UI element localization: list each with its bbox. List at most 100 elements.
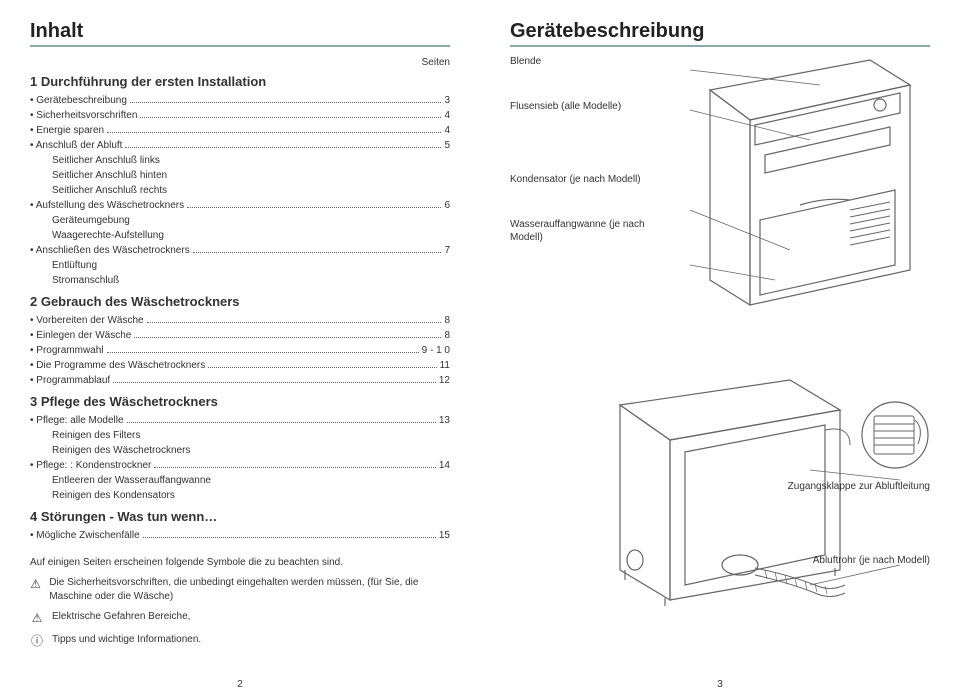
toc-dots [130,95,442,103]
toc-line: Die Programme des Wäschetrockners 11 [30,358,450,373]
symbol-row: ⚠ Elektrische Gefahren Bereiche, [30,610,450,627]
toc-label: Die Programme des Wäschetrockners [30,358,205,373]
symbol-icon: ⚠ [30,610,44,627]
toc-page: 11 [440,358,450,373]
toc-dots [113,375,436,383]
symbol-text: Tipps und wichtige Informationen. [52,633,201,647]
toc-section-heading: 1 Durchführung der ersten Installation [30,74,450,89]
symbol-icon: ⚠ [30,576,41,593]
labels-left-column: Blende Flusensieb (alle Modelle) Kondens… [510,55,680,276]
toc-sub: Waagerechte-Aufstellung [30,228,450,243]
toc-sub: Geräteumgebung [30,213,450,228]
toc-dots [193,245,442,253]
table-of-contents: 1 Durchführung der ersten Installation Ge… [30,74,450,543]
symbol-text: Elektrische Gefahren Bereiche, [52,610,190,624]
toc-sub: Stromanschluß [30,273,450,288]
toc-page: 7 [444,243,450,258]
rule-left [30,45,450,47]
label-kondensator: Kondensator (je nach Modell) [510,173,680,186]
rule-right [510,45,930,47]
toc-line: Pflege: alle Modelle 13 [30,413,450,428]
seiten-label: Seiten [30,57,450,68]
toc-line: Pflege: : Kondenstrockner 14 [30,458,450,473]
label-wasserauffangwanne: Wasserauffangwanne (je nach Modell) [510,218,680,244]
label-flusensieb: Flusensieb (alle Modelle) [510,100,680,113]
toc-dots [127,415,436,423]
toc-page: 14 [439,458,450,473]
toc-label: Sicherheitsvorschriften [30,108,137,123]
toc-sub: Seitlicher Anschluß hinten [30,168,450,183]
detail-circle-illustration [860,400,930,470]
toc-page: 4 [444,123,450,138]
toc-dots [147,315,442,323]
toc-label: Pflege: alle Modelle [30,413,124,428]
toc-section-heading: 2 Gebrauch des Wäschetrockners [30,294,450,309]
label-abluftrohr: Abluftrohr (je nach Modell) [813,555,930,566]
toc-label: Programmwahl [30,343,104,358]
toc-line: Anschluß der Abluft 5 [30,138,450,153]
toc-line: Vorbereiten der Wäsche 8 [30,313,450,328]
toc-dots [143,530,436,538]
toc-page: 9 - 1 0 [422,343,450,358]
dryer-top-illustration [700,50,920,310]
toc-label: Einlegen der Wäsche [30,328,131,343]
symbol-icon: ⓘ [30,633,44,650]
page-left: Inhalt Seiten 1 Durchführung der ersten … [0,0,480,698]
symbol-note: Auf einigen Seiten erscheinen folgende S… [30,555,450,570]
toc-page: 6 [444,198,450,213]
toc-sub: Entleeren der Wasserauffangwanne [30,473,450,488]
toc-line: Aufstellung des Wäschetrockners 6 [30,198,450,213]
toc-label: Anschließen des Wäschetrockners [30,243,190,258]
toc-page: 4 [444,108,450,123]
symbol-row: ⓘ Tipps und wichtige Informationen. [30,633,450,650]
title-left: Inhalt [30,20,450,43]
toc-page: 12 [439,373,450,388]
toc-line: Anschließen des Wäschetrockners 7 [30,243,450,258]
toc-sub: Entlüftung [30,258,450,273]
toc-line: Mögliche Zwischenfälle 15 [30,528,450,543]
toc-section-heading: 4 Störungen - Was tun wenn… [30,509,450,524]
toc-label: Pflege: : Kondenstrockner [30,458,151,473]
toc-page: 13 [439,413,450,428]
toc-dots [208,360,436,368]
toc-line: Energie sparen 4 [30,123,450,138]
toc-dots [125,140,441,148]
toc-dots [107,125,441,133]
symbol-text: Die Sicherheitsvorschriften, die unbedin… [49,576,450,604]
toc-label: Aufstellung des Wäschetrockners [30,198,184,213]
toc-page: 15 [439,528,450,543]
page-number-left: 2 [30,679,450,690]
label-zugangsklappe: Zugangsklappe zur Abluftleitung [788,480,930,493]
toc-sub: Reinigen des Filters [30,428,450,443]
toc-sub: Seitlicher Anschluß links [30,153,450,168]
toc-dots [140,110,441,118]
label-blende: Blende [510,55,680,68]
toc-sub: Seitlicher Anschluß rechts [30,183,450,198]
toc-sub: Reinigen des Wäschetrockners [30,443,450,458]
symbol-row: ⚠ Die Sicherheitsvorschriften, die unbedi… [30,576,450,604]
toc-section-heading: 3 Pflege des Wäschetrockners [30,394,450,409]
toc-page: 8 [444,313,450,328]
toc-line: Programmwahl 9 - 1 0 [30,343,450,358]
toc-line: Programmablauf12 [30,373,450,388]
toc-label: Vorbereiten der Wäsche [30,313,144,328]
toc-dots [134,330,441,338]
toc-dots [107,345,419,353]
symbol-legend: ⚠ Die Sicherheitsvorschriften, die unbedi… [30,576,450,650]
page-number-right: 3 [510,679,930,690]
title-right: Gerätebeschreibung [510,20,930,43]
toc-line: Gerätebeschreibung 3 [30,93,450,108]
toc-page: 3 [444,93,450,108]
toc-label: Mögliche Zwischenfälle [30,528,140,543]
toc-sub: Reinigen des Kondensators [30,488,450,503]
page-right: Gerätebeschreibung Blende Flusensieb (al… [480,0,960,698]
toc-line: Sicherheitsvorschriften 4 [30,108,450,123]
toc-dots [154,460,436,468]
toc-label: Gerätebeschreibung [30,93,127,108]
toc-label: Energie sparen [30,123,104,138]
toc-page: 8 [444,328,450,343]
toc-dots [187,200,441,208]
toc-label: Anschluß der Abluft [30,138,122,153]
toc-line: Einlegen der Wäsche 8 [30,328,450,343]
toc-page: 5 [444,138,450,153]
